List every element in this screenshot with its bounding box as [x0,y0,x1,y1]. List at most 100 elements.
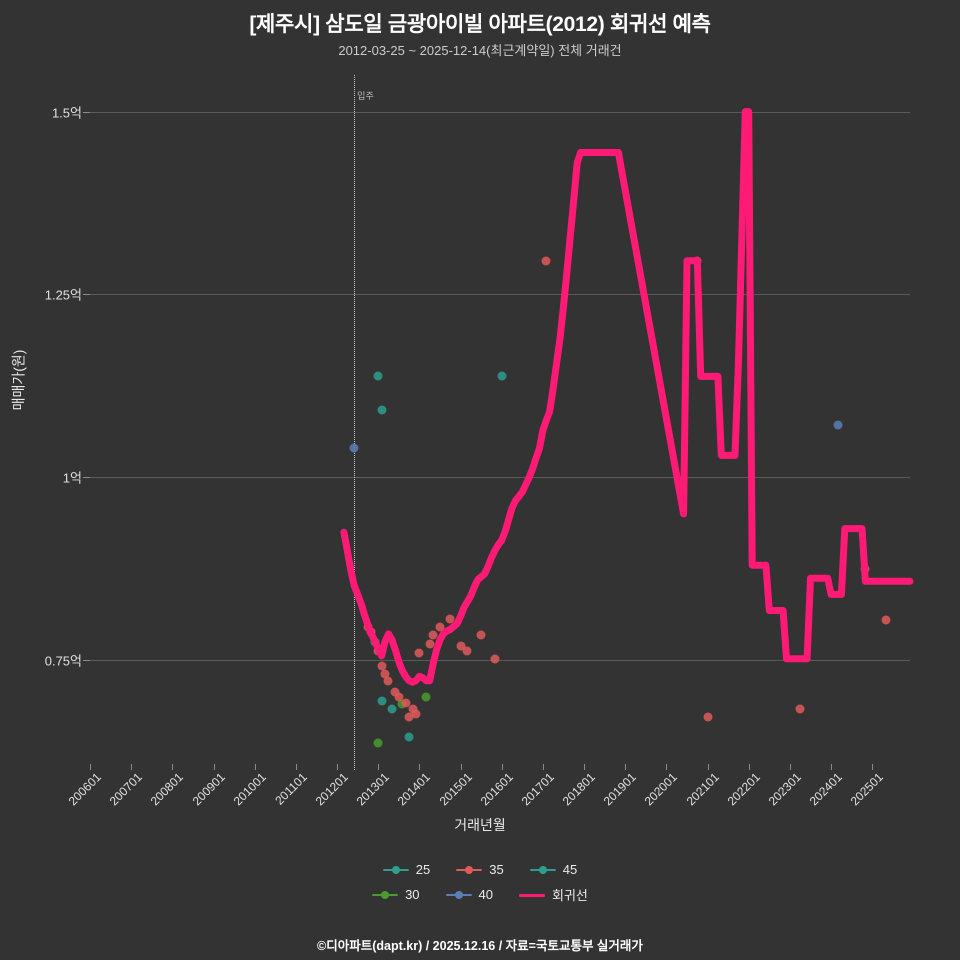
y-tick-mark [83,294,90,296]
scatter-point [394,692,404,702]
legend-item-회귀선[interactable]: 회귀선 [519,885,588,904]
legend-item-25[interactable]: 25 [382,862,431,877]
scatter-point [414,648,424,658]
legend-label: 45 [562,862,578,877]
legend-swatch-icon [456,864,483,876]
x-tick-mark [666,764,668,770]
legend-row: 25 35 45 [382,862,578,877]
y-tick-label: 1.5억 [51,105,82,121]
scatter-point [387,704,397,714]
y-tick-mark [83,477,90,479]
scatter-point [795,704,805,714]
scatter-point [377,661,387,671]
x-tick-mark [789,764,791,770]
x-tick-mark [295,764,297,770]
x-tick-label: 201601 [477,770,516,809]
x-tick-mark [337,764,339,770]
x-tick-label: 201001 [230,770,269,809]
x-tick-mark [707,764,709,770]
scatter-point [490,654,500,664]
x-tick-mark [501,764,503,770]
x-tick-label: 202101 [683,770,722,809]
legend-swatch-icon [529,864,556,876]
y-gridline [90,294,910,296]
x-tick-mark [90,764,91,770]
scatter-point [380,669,390,679]
scatter-point [833,420,843,430]
legend-label: 35 [489,862,504,877]
y-tick-label: 1.25억 [44,287,82,303]
x-tick-label: 200801 [148,770,187,809]
chart-legend: 25 35 45 30 40 회귀선 [0,862,960,904]
move-in-vline [354,75,356,770]
y-tick-mark [83,111,90,113]
x-tick-label: 201701 [518,770,557,809]
legend-item-40[interactable]: 40 [445,887,493,902]
legend-swatch-icon [382,864,409,876]
x-tick-mark [625,764,627,770]
y-tick-label: 0.75억 [44,653,82,669]
x-tick-mark [131,764,133,770]
x-tick-label: 200601 [65,770,104,809]
x-tick-mark [254,764,256,770]
scatter-point [435,622,445,632]
x-tick-mark [378,764,380,770]
legend-item-30[interactable]: 30 [372,887,420,902]
scatter-point [703,712,713,722]
footer-credit: ©디아파트(dapt.kr) / 2025.12.16 / 자료=국토교통부 실… [317,939,643,953]
x-tick-label: 202201 [724,770,763,809]
x-axis: 200601 200701 200801 200901 201001 201101 2012… [66,764,910,840]
x-tick-label: 201301 [353,770,393,809]
y-tick-mark [83,660,90,662]
legend-swatch-icon [445,889,472,901]
scatter-point [428,630,438,640]
y-axis-label: 매매가(원) [6,0,30,760]
x-tick-label: 201801 [559,770,598,809]
scatter-point [377,405,387,415]
x-tick-label: 201201 [312,770,351,809]
x-tick-label: 202301 [765,770,804,809]
scatter-point [456,641,466,651]
scatter-point [377,696,387,705]
x-axis-label: 거래년월 [454,817,506,833]
x-tick-mark [172,764,174,770]
x-tick-label: 200901 [189,770,228,809]
scatter-point [881,615,891,625]
legend-label: 회귀선 [552,888,588,903]
y-gridline [90,111,910,113]
x-tick-label: 201501 [436,770,475,809]
x-tick-mark [419,764,421,770]
scatter-point [425,639,435,649]
x-tick-label: 201901 [600,770,640,809]
x-tick-mark [460,764,462,770]
move-in-vline-label: 입주 [357,91,374,101]
scatter-point [541,256,551,266]
x-tick-mark [748,764,750,770]
scatter-point [411,709,421,719]
scatter-point [401,698,411,708]
chart-title: [제주시] 삼도일 금광아이빌 아파트(2012) 회귀선 예측 [249,13,711,36]
legend-row: 30 40 회귀선 [372,885,588,904]
legend-label: 30 [405,887,420,902]
x-tick-mark [213,764,215,770]
scatter-point [445,614,455,624]
scatter-point [476,630,486,640]
legend-item-45[interactable]: 45 [529,862,578,877]
y-gridline [90,477,910,479]
x-tick-label: 202001 [642,770,681,809]
legend-item-35[interactable]: 35 [456,862,504,877]
y-gridline [90,660,910,662]
x-tick-label: 202401 [806,770,845,809]
scatter-point [349,443,359,453]
scatter-point [383,676,393,686]
x-tick-mark [831,764,833,770]
legend-swatch-icon [519,889,546,901]
x-tick-label: 201401 [395,770,434,809]
scatter-point [408,704,417,714]
scatter-point [404,712,414,722]
scatter-point [373,738,383,748]
legend-label: 25 [415,862,431,877]
x-tick-label: 200701 [106,770,146,809]
y-tick-label: 1억 [62,470,82,486]
